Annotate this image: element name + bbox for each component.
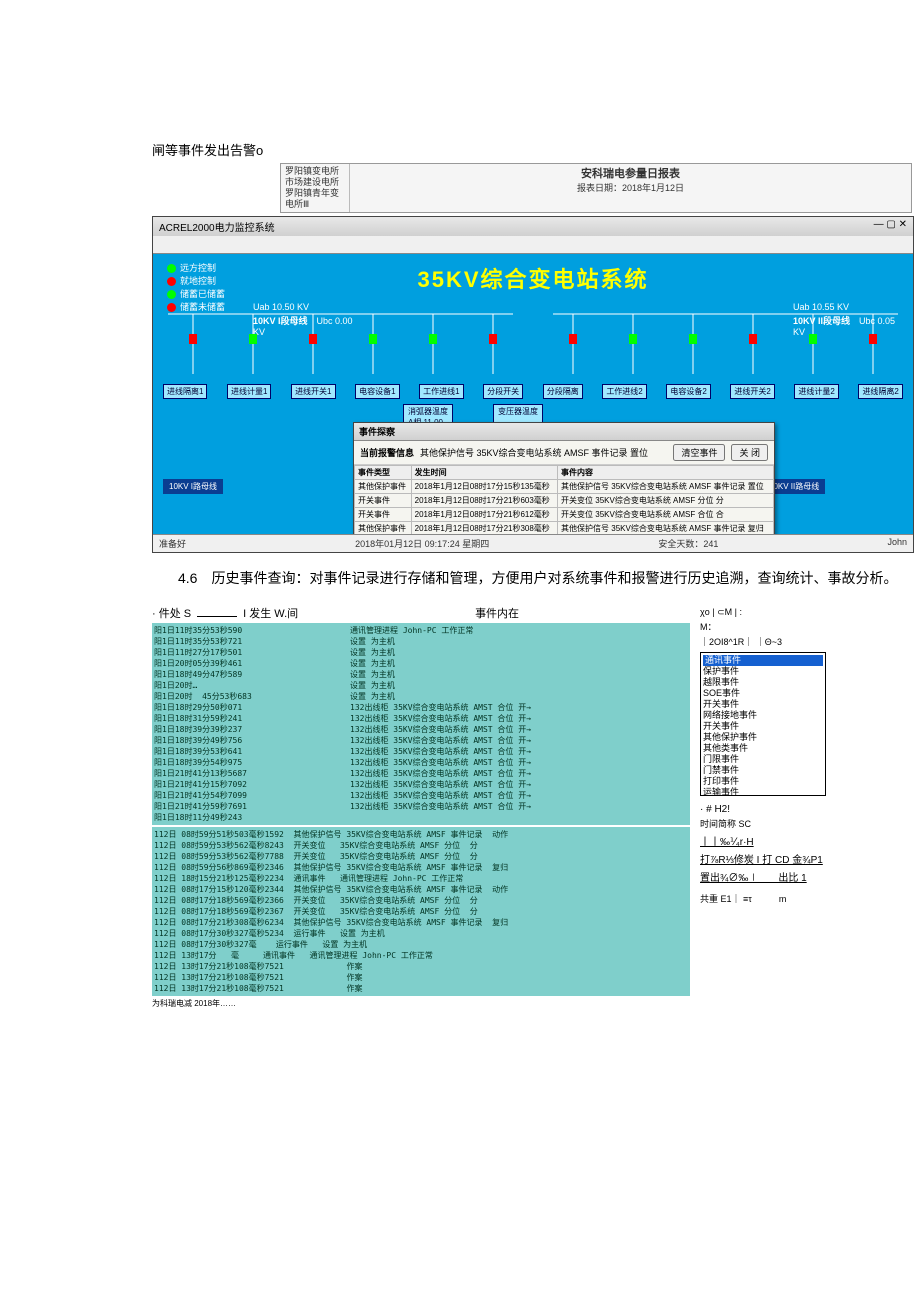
hist-filter-top: χo | ⊂M | : M： ｜2OI8^1R｜ ｜Θ~3 (700, 605, 912, 650)
event-type-filter[interactable]: 通讯事件 保护事件 越限事件 SOE事件 开关事件 网络接地事件 开关事件 其他… (700, 652, 826, 796)
bay-label[interactable]: 电容设备2 (666, 384, 710, 399)
scada-statusbar: 准备好 2018年01月12日 09:17:24 星期四 安全天数：241 Jo… (153, 534, 913, 552)
status-safe-days: 安全天数：241 (658, 537, 718, 550)
temp-label: 消弧器温度 (408, 407, 448, 416)
filter-item[interactable]: 门禁事件 (703, 765, 823, 776)
status-label: 就地控制 (180, 275, 216, 288)
bay-label[interactable]: 进线隔离1 (163, 384, 207, 399)
hist-hdr-a: · 件处 S (152, 605, 191, 621)
filter-item[interactable]: 其他类事件 (703, 743, 823, 754)
status-user: John (887, 537, 907, 550)
dialog-title: 事件探察 (354, 423, 774, 441)
hist-filter-panel: χo | ⊂M | : M： ｜2OI8^1R｜ ｜Θ~3 通讯事件 保护事件 … (700, 605, 912, 907)
report-title: 安科瑞电参量日报表 (581, 168, 680, 180)
filter-item-selected[interactable]: 通讯事件 (703, 655, 823, 666)
bay-label[interactable]: 电容设备1 (355, 384, 399, 399)
hist-right-foot: 共重 E1｜ ≡τ m (700, 892, 912, 907)
history-query-block: · 件处 S I 发生 W.间 事件内在 阳1日11时35分53秒590 阳1日… (152, 605, 912, 1009)
hist-body-lower: 112日 08时59分51秒503毫秒1592 其他保护信号 35KV综合变电站… (152, 827, 690, 996)
status-dot (167, 290, 176, 299)
status-label: 远方控制 (180, 262, 216, 275)
scada-titlebar: ACREL2000电力监控系统 — ▢ ✕ (153, 217, 913, 236)
col-content: 事件内容 (558, 466, 774, 480)
headline-text: 闸等事件发出告警o (152, 140, 920, 159)
status-ready: 准备好 (159, 537, 186, 550)
hist-link-3[interactable]: 置出¾∅‰∣ 出比 1 (700, 871, 912, 886)
bay-label[interactable]: 进线开关2 (730, 384, 774, 399)
filter-item[interactable]: 运输事件 (703, 787, 823, 796)
clear-events-button[interactable]: 清空事件 (673, 444, 725, 461)
filter-item[interactable]: 开关事件 (703, 721, 823, 732)
bay-label[interactable]: 进线开关1 (291, 384, 335, 399)
hist-link-1[interactable]: 丨丨‰⅟₄r·H (700, 835, 912, 850)
report-sub: 报表日期：2018年1月12日 (577, 183, 684, 193)
scada-toolbar[interactable] (153, 236, 913, 254)
scada-body: 35KV综合变电站系统 远方控制 就地控制 储蓄已储蓄 储蓄未储蓄 Uab 10… (153, 254, 913, 534)
bay-label[interactable]: 进线计量1 (227, 384, 271, 399)
temp-label: 变压器温度 (498, 407, 538, 416)
report-center: 安科瑞电参量日报表 报表日期：2018年1月12日 (350, 164, 911, 195)
bay-label[interactable]: 分段开关 (483, 384, 523, 399)
hist-footer: 为科瑞电减 2018年…… (152, 998, 690, 1009)
hist-link-2[interactable]: 打⅞R⅓修炭 I 打 CD 金¾P1 (700, 853, 912, 868)
dialog-info: 其他保护信号 35KV综合变电站系统 AMSF 事件记录 置位 (420, 446, 667, 459)
low-feeder-left: 10KV I路母线 (163, 479, 223, 494)
filter-item[interactable]: 其他保护事件 (703, 732, 823, 743)
hist-col-content: 通讯管理进程 John-PC 工作正常 设置 为主机 设置 为主机 设置 为主机… (350, 625, 688, 823)
bay-label[interactable]: 工作进线1 (419, 384, 463, 399)
status-dot (167, 277, 176, 286)
scada-main-title: 35KV综合变电站系统 (163, 262, 903, 294)
filter-item[interactable]: 开关事件 (703, 699, 823, 710)
status-datetime: 2018年01月12日 09:17:24 星期四 (355, 537, 489, 550)
filter-item[interactable]: SOE事件 (703, 688, 823, 699)
hist-right-l1: · # H2! (700, 802, 912, 817)
scada-window-title: ACREL2000电力监控系统 (159, 219, 275, 234)
scada-window: ACREL2000电力监控系统 — ▢ ✕ 35KV综合变电站系统 远方控制 就… (152, 216, 914, 553)
filter-item[interactable]: 打印事件 (703, 776, 823, 787)
col-time: 发生时间 (411, 466, 557, 480)
filter-item[interactable]: 网络接地事件 (703, 710, 823, 721)
filter-item[interactable]: 保护事件 (703, 666, 823, 677)
status-dot (167, 264, 176, 273)
bay-label[interactable]: 分段隔离 (543, 384, 583, 399)
close-button[interactable]: 关 闭 (731, 444, 768, 461)
hist-underline (197, 606, 237, 617)
table-row[interactable]: 其他保护事件2018年1月12日08时17分15秒135毫秒其他保护信号 35K… (355, 480, 774, 494)
table-row[interactable]: 开关事件2018年1月12日08时17分21秒603毫秒开关变位 35KV综合变… (355, 494, 774, 508)
col-type: 事件类型 (355, 466, 412, 480)
event-dialog: 事件探察 当前报警信息 其他保护信号 35KV综合变电站系统 AMSF 事件记录… (353, 422, 775, 534)
bay-label[interactable]: 进线计量2 (794, 384, 838, 399)
filter-item[interactable]: 门限事件 (703, 754, 823, 765)
bay-label[interactable]: 工作进线2 (602, 384, 646, 399)
report-left: 罗阳镇变电所 市场建设电所 罗阳镇青年变电所Ⅲ (281, 164, 350, 212)
hist-hdr-c: 事件内在 (475, 605, 519, 621)
tab-current-alarm[interactable]: 当前报警信息 (360, 446, 414, 459)
report-bar: 罗阳镇变电所 市场建设电所 罗阳镇青年变电所Ⅲ 安科瑞电参量日报表 报表日期：2… (280, 163, 912, 213)
status-label: 储蓄已储蓄 (180, 288, 225, 301)
hist-right-l2: 时间简称 SC (700, 817, 912, 832)
hist-col-time: 阳1日11时35分53秒590 阳1日11时35分53秒721 阳1日11时27… (154, 625, 344, 823)
table-row[interactable]: 开关事件2018年1月12日08时17分21秒612毫秒开关变位 35KV综合变… (355, 508, 774, 522)
hist-body-upper: 阳1日11时35分53秒590 阳1日11时35分53秒721 阳1日11时27… (152, 623, 690, 825)
filter-item[interactable]: 越限事件 (703, 677, 823, 688)
window-controls[interactable]: — ▢ ✕ (874, 219, 907, 234)
section-4-6: 4.6 历史事件查询：对事件记录进行存储和管理，方便用户对系统事件和报警进行历史… (150, 567, 910, 589)
event-table: 事件类型 发生时间 事件内容 其他保护事件2018年1月12日08时17分15秒… (354, 465, 774, 534)
hist-hdr-b: I 发生 W.间 (243, 605, 298, 621)
hist-header: · 件处 S I 发生 W.间 事件内在 (152, 605, 690, 621)
bay-labels: 进线隔离1 进线计量1 进线开关1 电容设备1 工作进线1 分段开关 分段隔离 … (163, 384, 903, 399)
table-row[interactable]: 其他保护事件2018年1月12日08时17分21秒308毫秒其他保护信号 35K… (355, 522, 774, 535)
bay-label[interactable]: 进线隔离2 (858, 384, 902, 399)
single-line-diagram (163, 304, 903, 384)
